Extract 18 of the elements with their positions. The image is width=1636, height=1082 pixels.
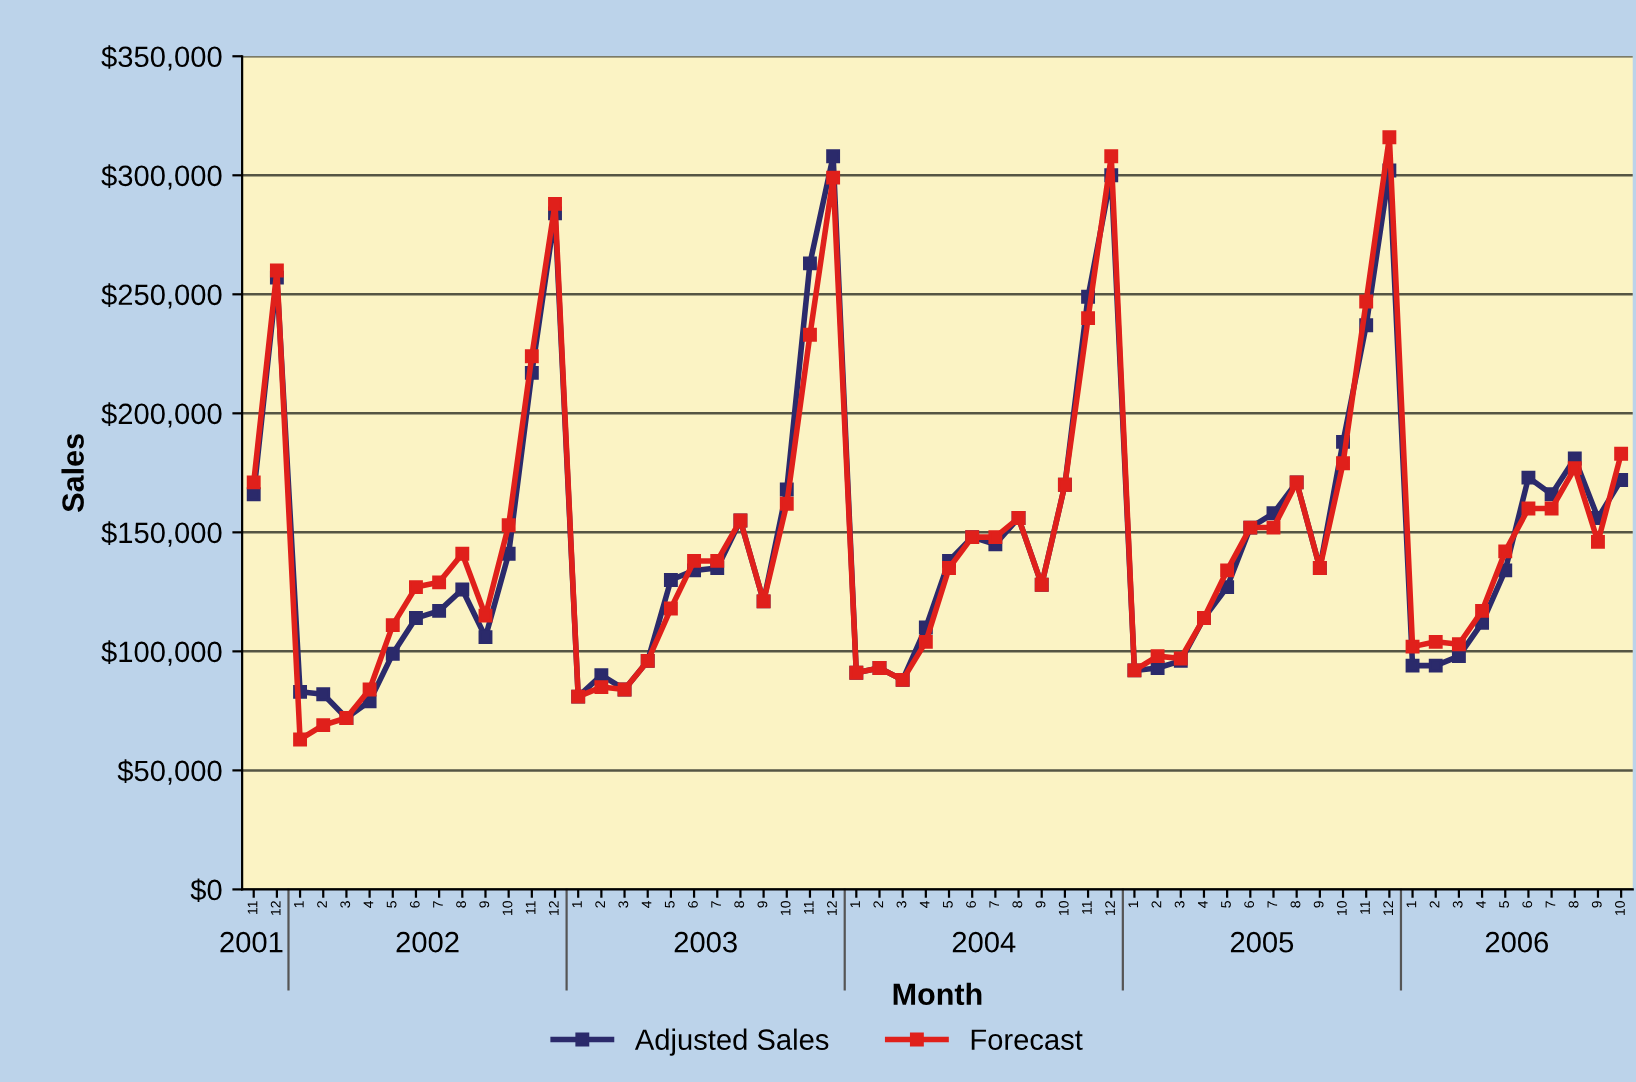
y-tick-label: $150,000 [101,521,222,547]
y-tick-label: $200,000 [101,402,222,428]
y-tick-label: $50,000 [117,759,222,785]
y-tick-label: $100,000 [101,640,222,666]
y-axis-title: Sales [61,434,84,512]
y-tick-label: $300,000 [101,164,222,190]
y-tick-label: $350,000 [101,45,222,71]
x-axis-title: Month [893,982,982,1006]
text: 2006 [1485,931,1549,953]
legend-label: Forecast [971,1029,1083,1050]
text: 2004 [952,931,1016,953]
y-tick-label: $250,000 [101,283,222,309]
text: 2001 [220,931,283,953]
y-tick-label: $0 [190,878,222,902]
text: 2002 [396,931,459,953]
text: 2003 [674,931,737,953]
legend-label: Adjusted Sales [634,1028,829,1056]
text: 2005 [1230,931,1294,953]
